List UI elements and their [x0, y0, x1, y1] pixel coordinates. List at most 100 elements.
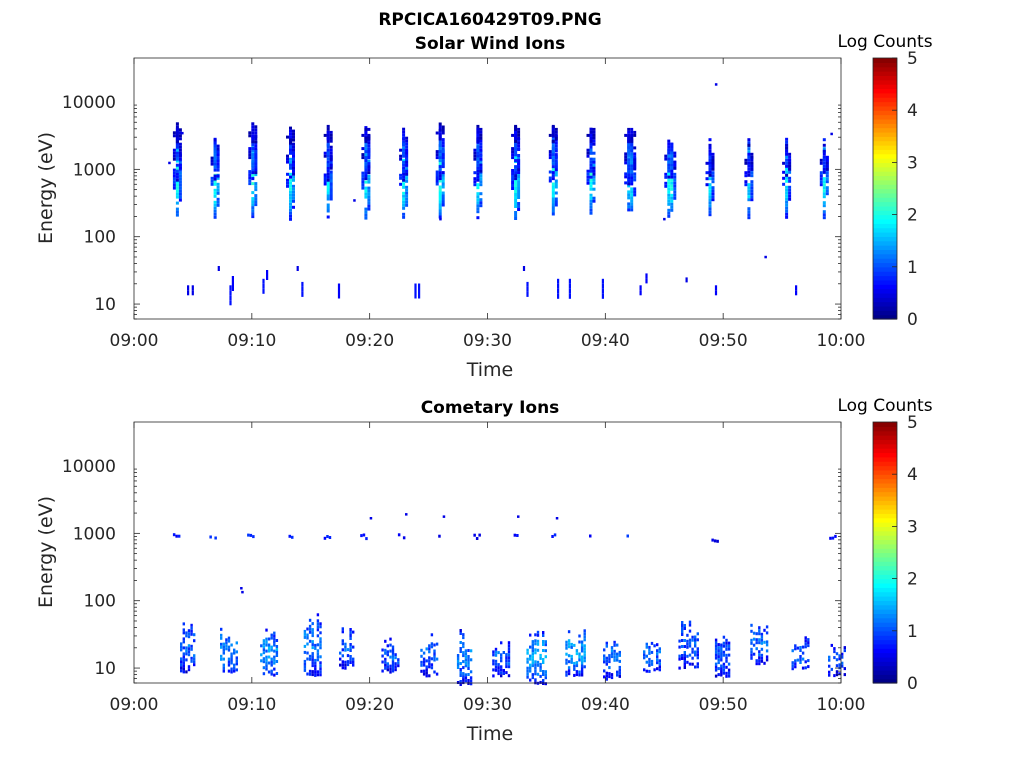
heat-cell	[794, 665, 797, 669]
heat-cell	[750, 647, 753, 651]
heat-cell	[843, 646, 846, 650]
heat-cell	[402, 206, 406, 210]
heat-cell	[391, 660, 395, 664]
heat-cell	[711, 177, 715, 181]
heat-cell	[511, 133, 515, 137]
heat-cell	[608, 675, 611, 679]
heat-cell	[187, 668, 191, 672]
y-tick-label: 100	[84, 228, 116, 248]
colorbar-swatch	[873, 487, 897, 493]
heat-cell	[580, 661, 584, 665]
colorbar-tick-label: 2	[907, 570, 918, 590]
heat-cell	[286, 135, 289, 139]
heat-cell	[193, 633, 196, 637]
heat-cell	[292, 138, 295, 142]
colorbar-swatch	[873, 136, 897, 142]
heat-cell	[603, 654, 606, 658]
heat-cell	[225, 647, 228, 651]
heat-cell	[182, 661, 185, 665]
heat-cell	[389, 643, 392, 647]
heat-cell	[262, 288, 265, 294]
colorbar-swatch	[873, 548, 897, 554]
heat-cell	[220, 636, 223, 640]
colorbar-tick-label: 5	[907, 49, 918, 69]
heat-cell	[494, 668, 498, 672]
heat-cell	[414, 288, 417, 294]
heat-cell	[592, 142, 596, 146]
heat-cell	[708, 155, 712, 159]
heat-cell	[551, 200, 555, 204]
heat-cell	[286, 184, 289, 188]
heat-cell	[329, 173, 333, 177]
heat-cell	[630, 179, 634, 183]
colorbar-swatch	[873, 452, 897, 458]
colorbar-swatch	[873, 205, 897, 211]
heat-cell	[683, 624, 686, 627]
heat-cell	[627, 202, 631, 206]
heat-cell	[686, 642, 689, 646]
heat-cell	[435, 156, 439, 160]
heat-cell	[459, 680, 462, 683]
heat-cell	[673, 160, 677, 164]
colorbar-swatch	[873, 140, 897, 146]
heat-cell	[262, 657, 266, 661]
heat-cell	[311, 655, 314, 659]
heat-cell	[235, 650, 238, 654]
colorbar-swatch	[873, 253, 897, 259]
heat-cell	[717, 673, 720, 677]
heat-cell	[627, 184, 631, 188]
heat-cell	[760, 659, 764, 663]
x-tick-label: 09:10	[227, 695, 276, 715]
heat-cell	[213, 144, 217, 148]
heat-cell	[399, 148, 403, 152]
heat-cell	[492, 662, 495, 666]
heat-cell	[830, 132, 833, 136]
heat-cell	[589, 181, 593, 185]
heat-cell	[708, 186, 712, 190]
heat-cell	[711, 180, 715, 184]
heat-cell	[514, 196, 518, 199]
heat-cell	[714, 656, 718, 660]
heat-cell	[367, 177, 371, 181]
heat-cell	[589, 166, 593, 170]
heat-cell	[425, 659, 428, 663]
heat-cell	[627, 149, 631, 153]
heat-cell	[618, 659, 621, 663]
heat-cell	[819, 161, 823, 165]
heat-cell	[326, 215, 330, 219]
heat-cell	[367, 153, 371, 157]
heat-cell	[339, 657, 342, 661]
heat-cell	[725, 665, 728, 669]
heat-cell	[425, 674, 428, 678]
heat-cell	[750, 180, 754, 184]
heat-cell	[270, 648, 273, 652]
heat-cell	[314, 664, 317, 668]
heat-cell	[289, 135, 292, 139]
heat-cell	[303, 650, 307, 654]
heat-cell	[456, 666, 460, 669]
heat-cell	[578, 655, 581, 659]
heat-cell	[624, 181, 628, 185]
heat-cell	[364, 144, 368, 148]
heat-cell	[583, 665, 586, 669]
heat-cell	[725, 647, 728, 651]
heat-cell	[329, 191, 333, 195]
heat-cell	[364, 135, 368, 139]
heat-cell	[329, 188, 333, 192]
heat-cell	[254, 137, 258, 141]
heat-cell	[554, 179, 558, 183]
heat-cell	[405, 191, 409, 195]
heat-cell	[433, 643, 436, 647]
heat-cell	[319, 622, 322, 626]
colorbar-swatch	[873, 561, 897, 567]
heat-cell	[627, 205, 631, 209]
heat-cell	[251, 173, 255, 177]
heat-cell	[260, 653, 263, 657]
colorbar-frame	[872, 421, 898, 684]
heat-cell	[175, 159, 179, 163]
heat-cell	[717, 655, 720, 659]
heat-cell	[589, 136, 593, 140]
heat-cell	[265, 637, 268, 641]
heat-cell	[720, 664, 723, 668]
heat-cell	[714, 650, 718, 654]
